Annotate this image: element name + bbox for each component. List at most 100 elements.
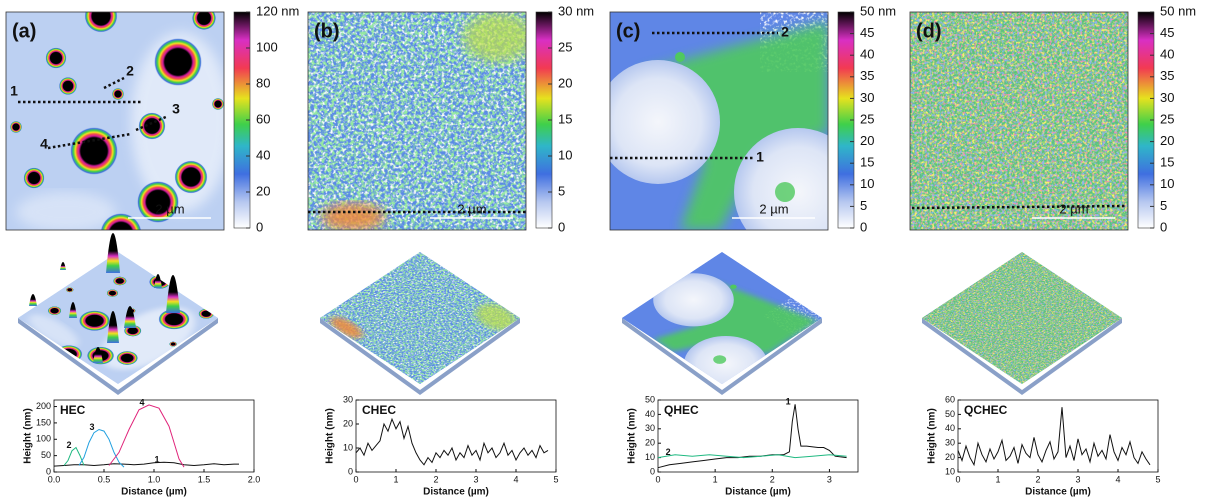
series-line	[78, 428, 125, 468]
series-label: 4	[139, 397, 144, 407]
afm-patch	[463, 12, 526, 62]
colorbar-tick-label: 5	[860, 198, 867, 213]
afm-noise	[921, 251, 1123, 385]
colorbar-tick-label: 20	[256, 183, 270, 198]
x-tick-label: 3	[473, 474, 478, 484]
series-line	[657, 454, 847, 459]
panel-label: (d)	[916, 20, 942, 42]
plot-frame	[957, 399, 1159, 473]
afm-image	[6, 12, 224, 230]
colorbar-tick-label: 30 nm	[558, 3, 594, 18]
series-label: 2	[666, 447, 671, 457]
plot-frame	[657, 399, 859, 473]
afm-pale	[653, 273, 734, 327]
profile-label: 1	[756, 149, 764, 165]
afm-bright	[16, 192, 116, 230]
afm-particle	[137, 181, 179, 223]
afm-particle	[10, 121, 22, 133]
y-tick-label: 150	[36, 417, 51, 427]
colorbar-tick-label: 15	[860, 155, 874, 170]
afm-particle	[169, 341, 178, 347]
colorbar-tick-label: 30	[1160, 90, 1174, 105]
series-line	[657, 404, 847, 469]
y-tick-label: 20	[945, 452, 955, 462]
y-tick-label: 50	[41, 450, 51, 460]
series-label: 1	[786, 397, 791, 407]
surface-3d	[319, 251, 521, 385]
y-tick-label: 100	[36, 434, 51, 444]
afm-dot	[775, 182, 795, 202]
afm-pale	[610, 60, 720, 184]
afm-noise	[910, 12, 1128, 230]
x-axis-label: Distance (µm)	[1025, 487, 1091, 498]
y-tick-label: 40	[645, 409, 655, 419]
colorbar-tick-label: 40	[256, 147, 270, 162]
surface-peak	[106, 233, 120, 273]
x-tick-label: 1	[713, 474, 718, 484]
afm-patch	[476, 304, 516, 331]
profile-line	[135, 114, 169, 132]
y-tick-label: 10	[343, 442, 353, 452]
x-tick-label: 2.0	[248, 474, 261, 484]
colorbar-tick-label: 80	[256, 75, 270, 90]
series-line	[355, 417, 549, 466]
afm-dot	[730, 284, 737, 289]
colorbar-tick-label: 10	[558, 147, 572, 162]
scale-bar-label: 2 µm	[759, 201, 788, 216]
x-axis-label: Distance (µm)	[121, 487, 187, 498]
x-tick-label: 0	[353, 474, 358, 484]
afm-particle	[23, 167, 45, 189]
afm-pale	[734, 128, 828, 230]
profile-line	[47, 132, 132, 150]
colorbar-tick-label: 0	[558, 219, 565, 234]
afm-particle	[78, 310, 111, 332]
series-label: 1	[154, 455, 159, 465]
y-axis-label: Height (nm)	[627, 408, 638, 464]
profile-label: 1	[10, 83, 18, 99]
y-tick-label: 10	[645, 452, 655, 462]
colorbar-tick-label: 50 nm	[1160, 3, 1196, 18]
afm-image	[308, 12, 526, 230]
image-frame	[609, 11, 829, 231]
series-label: 2	[66, 440, 71, 450]
colorbar-tick-label: 120 nm	[256, 3, 299, 18]
colorbar-tick-label: 5	[558, 183, 565, 198]
afm-particle	[212, 98, 224, 110]
y-tick-label: 20	[343, 418, 353, 428]
colorbar-tick-label: 35	[1160, 68, 1174, 83]
chart-title: HEC	[60, 403, 86, 417]
colorbar-tick-label: 10	[860, 176, 874, 191]
profile-label: 3	[172, 101, 180, 117]
afm-particle	[192, 12, 216, 30]
afm-particle	[154, 38, 202, 86]
afm-particle	[113, 276, 127, 286]
panel-label: (b)	[314, 20, 340, 42]
series-line	[63, 446, 85, 466]
colorbar-tick-label: 15	[558, 111, 572, 126]
afm-dot	[713, 355, 727, 364]
colorbar-tick-label: 5	[1160, 198, 1167, 213]
profile-label: 2	[781, 24, 789, 40]
x-tick-label: 3	[1075, 474, 1080, 484]
afm-particle	[59, 77, 77, 95]
chart-title: CHEC	[362, 403, 396, 417]
y-tick-label: 10	[945, 466, 955, 476]
colorbar-tick-label: 45	[1160, 25, 1174, 40]
scale-bar-label: 2 µm	[1059, 201, 1088, 216]
y-axis-label: Height (nm)	[23, 408, 34, 464]
y-tick-label: 200	[36, 401, 51, 411]
x-axis-label: Distance (µm)	[423, 487, 489, 498]
afm-particle	[158, 308, 190, 330]
surface-peak	[93, 347, 103, 363]
afm-bright	[28, 314, 79, 348]
scale-bar-label: 2 µm	[155, 201, 184, 216]
y-axis-label: Height (nm)	[325, 408, 336, 464]
scale-bar-label: 2 µm	[457, 201, 486, 216]
colorbar-tick-label: 20	[558, 75, 572, 90]
x-tick-label: 1	[995, 474, 1000, 484]
y-tick-label: 50	[945, 409, 955, 419]
x-tick-label: 1.0	[148, 474, 161, 484]
panel-label: (c)	[616, 20, 640, 42]
x-tick-label: 5	[1155, 474, 1160, 484]
